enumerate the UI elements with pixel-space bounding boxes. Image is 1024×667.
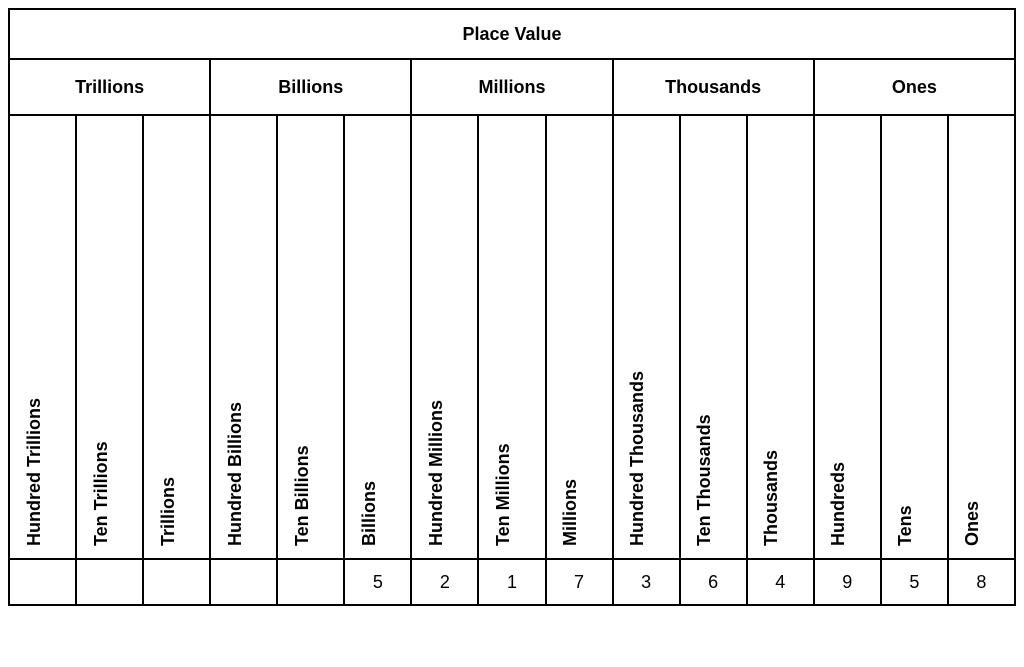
column-header: Hundred Billions	[210, 115, 277, 559]
column-header: Hundred Thousands	[613, 115, 680, 559]
column-label: Hundreds	[829, 462, 847, 546]
column-label: Hundred Millions	[427, 400, 445, 546]
column-label: Hundred Billions	[226, 402, 244, 546]
column-header: Millions	[546, 115, 613, 559]
column-label: Hundred Trillions	[25, 398, 43, 546]
column-label: Ones	[963, 501, 981, 546]
column-header-row: Hundred Trillions Ten Trillions Trillion…	[9, 115, 1015, 559]
value-cell	[143, 559, 210, 605]
column-header: Hundreds	[814, 115, 881, 559]
column-label: Tens	[896, 505, 914, 546]
group-header: Trillions	[9, 59, 210, 115]
group-header-row: Trillions Billions Millions Thousands On…	[9, 59, 1015, 115]
value-cell: 8	[948, 559, 1015, 605]
column-header: Ten Trillions	[76, 115, 143, 559]
column-label: Ten Billions	[293, 445, 311, 546]
value-cell: 4	[747, 559, 814, 605]
column-header: Hundred Trillions	[9, 115, 76, 559]
value-cell: 1	[478, 559, 545, 605]
column-label: Billions	[360, 481, 378, 546]
column-label: Thousands	[762, 450, 780, 546]
value-cell: 2	[411, 559, 478, 605]
column-header: Ten Thousands	[680, 115, 747, 559]
value-cell: 3	[613, 559, 680, 605]
table-title: Place Value	[9, 9, 1015, 59]
value-cell: 7	[546, 559, 613, 605]
column-header: Tens	[881, 115, 948, 559]
column-header: Ones	[948, 115, 1015, 559]
value-cell	[210, 559, 277, 605]
group-header: Ones	[814, 59, 1015, 115]
value-cell	[9, 559, 76, 605]
column-header: Ten Millions	[478, 115, 545, 559]
group-header: Thousands	[613, 59, 814, 115]
column-header: Hundred Millions	[411, 115, 478, 559]
column-header: Billions	[344, 115, 411, 559]
value-cell: 5	[881, 559, 948, 605]
column-label: Ten Trillions	[92, 441, 110, 546]
value-cell: 6	[680, 559, 747, 605]
column-label: Trillions	[159, 477, 177, 546]
column-label: Millions	[561, 479, 579, 546]
place-value-table: Place Value Trillions Billions Millions …	[8, 8, 1016, 606]
group-header: Billions	[210, 59, 411, 115]
column-header: Thousands	[747, 115, 814, 559]
value-cell	[76, 559, 143, 605]
group-header: Millions	[411, 59, 612, 115]
value-cell: 5	[344, 559, 411, 605]
value-row: 5 2 1 7 3 6 4 9 5 8	[9, 559, 1015, 605]
column-header: Trillions	[143, 115, 210, 559]
column-header: Ten Billions	[277, 115, 344, 559]
value-cell	[277, 559, 344, 605]
value-cell: 9	[814, 559, 881, 605]
column-label: Hundred Thousands	[628, 371, 646, 546]
column-label: Ten Thousands	[695, 414, 713, 546]
column-label: Ten Millions	[494, 443, 512, 546]
